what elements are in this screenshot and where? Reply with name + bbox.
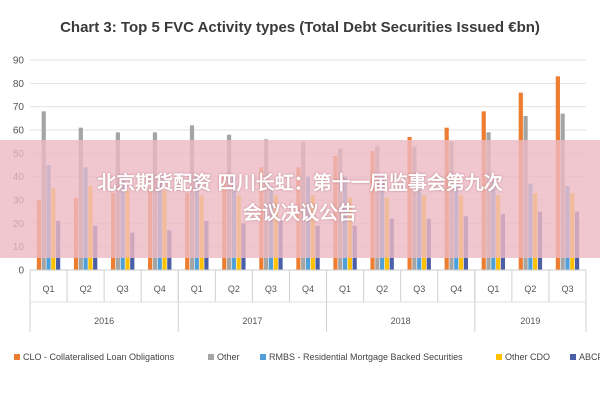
legend-label: Other bbox=[217, 352, 240, 362]
x-tick-label: Q2 bbox=[376, 284, 388, 294]
banner-line-2: 会议决议公告 bbox=[242, 202, 357, 224]
legend-swatch bbox=[208, 354, 214, 360]
legend-swatch bbox=[14, 354, 20, 360]
y-tick-label: 0 bbox=[18, 266, 24, 277]
y-tick-label: 60 bbox=[13, 126, 25, 137]
x-group-label: 2019 bbox=[520, 316, 540, 326]
x-tick-label: Q2 bbox=[524, 284, 536, 294]
x-tick-label: Q3 bbox=[117, 284, 129, 294]
x-group-label: 2018 bbox=[391, 316, 411, 326]
x-tick-label: Q2 bbox=[228, 284, 240, 294]
x-tick-label: Q4 bbox=[302, 284, 314, 294]
legend-label: ABCP bbox=[579, 352, 600, 362]
legend: CLO - Collateralised Loan Obligations Oth… bbox=[14, 352, 600, 362]
banner-line-1: 北京期货配资 四川长虹：第十一届监事会第九次 bbox=[97, 172, 503, 194]
legend-label: RMBS - Residential Mortgage Backed Secur… bbox=[269, 352, 463, 362]
x-tick-label: Q4 bbox=[450, 284, 462, 294]
x-tick-label: Q3 bbox=[413, 284, 425, 294]
x-group-label: 2017 bbox=[242, 316, 262, 326]
x-group-label: 2016 bbox=[94, 316, 114, 326]
x-tick-label: Q1 bbox=[191, 284, 203, 294]
x-tick-label: Q3 bbox=[265, 284, 277, 294]
x-tick-label: Q1 bbox=[487, 284, 499, 294]
legend-swatch bbox=[496, 354, 502, 360]
x-tick-label: Q2 bbox=[80, 284, 92, 294]
x-tick-label: Q3 bbox=[561, 284, 573, 294]
x-axis: Q1 Q2 Q3 Q4 Q1 Q2 Q3 Q4 Q1 Q2 Q3 Q4 Q1 Q2 Q3 2016 2017 20… bbox=[29, 269, 587, 332]
watermark-banner bbox=[0, 140, 600, 258]
y-tick-label: 90 bbox=[13, 56, 25, 67]
chart-title: Chart 3: Top 5 FVC Activity types (Total… bbox=[60, 19, 540, 36]
legend-swatch bbox=[570, 354, 576, 360]
y-tick-label: 70 bbox=[13, 102, 25, 113]
legend-label: Other CDO bbox=[505, 352, 550, 362]
x-tick-label: Q4 bbox=[154, 284, 166, 294]
x-tick-label: Q1 bbox=[43, 284, 55, 294]
legend-swatch bbox=[260, 354, 266, 360]
y-tick-label: 80 bbox=[13, 79, 25, 90]
legend-label: CLO - Collateralised Loan Obligations bbox=[23, 352, 175, 362]
x-tick-label: Q1 bbox=[339, 284, 351, 294]
banner-headline: 北京期货配资 四川长虹：第十一届监事会第九次 会议决议公告 bbox=[0, 168, 600, 228]
